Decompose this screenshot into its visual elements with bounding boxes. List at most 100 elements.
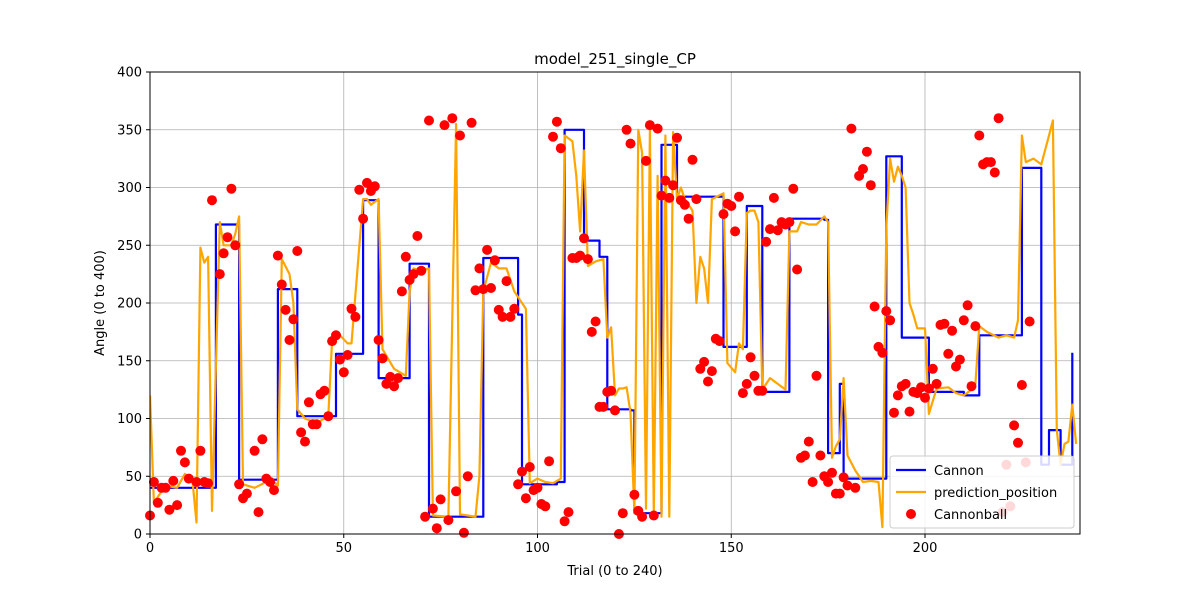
scatter-point-cannonball	[606, 385, 617, 396]
scatter-point-cannonball	[300, 436, 310, 447]
scatter-point-cannonball	[772, 225, 783, 236]
scatter-point-cannonball	[699, 356, 710, 367]
scatter-point-cannonball	[1009, 420, 1020, 431]
scatter-point-cannonball	[598, 401, 609, 412]
scatter-point-cannonball	[377, 353, 388, 364]
scatter-point-cannonball	[900, 378, 911, 389]
scatter-point-cannonball	[706, 366, 717, 377]
scatter-point-cannonball	[958, 315, 969, 326]
x-tick-label: 100	[525, 541, 550, 556]
scatter-point-cannonball	[927, 363, 938, 374]
scatter-point-cannonball	[555, 143, 566, 154]
scatter-point-cannonball	[276, 279, 287, 290]
y-tick-label: 100	[117, 412, 142, 427]
scatter-point-cannonball	[478, 284, 489, 295]
y-tick-label: 150	[117, 354, 142, 369]
scatter-point-cannonball	[877, 347, 888, 358]
scatter-point-cannonball	[482, 244, 493, 255]
scatter-point-cannonball	[288, 314, 299, 325]
scatter-point-cannonball	[923, 383, 934, 394]
scatter-point-cannonball	[241, 488, 252, 499]
scatter-point-cannonball	[354, 184, 365, 195]
scatter-point-cannonball	[292, 246, 303, 256]
scatter-point-cannonball	[920, 392, 930, 403]
scatter-point-cannonball	[207, 195, 217, 206]
scatter-point-cannonball	[501, 276, 512, 287]
scatter-point-cannonball	[644, 120, 655, 131]
ticks: 0 50 100 150 200 0 50 100 150 200 250 300 350 400	[117, 66, 937, 557]
scatter-point-cannonball	[691, 194, 702, 205]
scatter-point-cannonball	[439, 120, 450, 131]
scatter-point-cannonball	[858, 164, 868, 174]
y-tick-label: 400	[117, 66, 142, 81]
scatter-point-cannonball	[579, 233, 589, 244]
y-tick-label: 0	[134, 528, 142, 543]
scatter-point-cannonball	[524, 462, 535, 472]
scatter-point-cannonball	[346, 303, 357, 314]
legend-label-cannon: Cannon	[934, 464, 984, 479]
y-tick-label: 250	[117, 239, 142, 254]
x-axis-label: Trial (0 to 240)	[566, 564, 662, 579]
scatter-point-cannonball	[757, 385, 768, 396]
scatter-point-cannonball	[1013, 437, 1023, 448]
scatter-point-cannonball	[160, 482, 171, 493]
scatter-point-cannonball	[505, 311, 516, 322]
scatter-point-cannonball	[389, 381, 400, 392]
scatter-point-cannonball	[943, 348, 954, 359]
scatter-point-cannonball	[362, 177, 372, 188]
scatter-point-cannonball	[540, 501, 551, 512]
scatter-point-cannonball	[214, 269, 225, 280]
scatter-point-cannonball	[470, 285, 481, 296]
scatter-point-cannonball	[768, 192, 779, 203]
scatter-point-cannonball	[869, 301, 880, 312]
scatter-point-cannonball	[195, 445, 206, 456]
scatter-point-cannonball	[838, 472, 849, 483]
scatter-point-cannonball	[734, 191, 744, 202]
x-tick-label: 50	[335, 541, 352, 556]
scatter-point-cannonball	[408, 269, 419, 280]
scatter-point-cannonball	[427, 503, 438, 514]
y-tick-label: 300	[117, 181, 142, 196]
scatter-point-cannonball	[373, 335, 384, 345]
scatter-point-cannonball	[474, 263, 485, 274]
scatter-point-cannonball	[168, 475, 179, 486]
scatter-point-cannonball	[668, 180, 679, 191]
legend-label-cannonball: Cannonball	[934, 508, 1007, 523]
scatter-point-cannonball	[811, 370, 822, 381]
scatter-point-cannonball	[513, 479, 524, 490]
scatter-point-cannonball	[443, 515, 454, 526]
scatter-point-cannonball	[823, 477, 834, 487]
scatter-point-cannonball	[563, 507, 574, 518]
scatter-point-cannonball	[230, 240, 241, 251]
scatter-point-cannonball	[803, 436, 814, 447]
scatter-point-cannonball	[497, 311, 508, 322]
scatter-point-cannonball	[303, 397, 314, 408]
scatter-point-cannonball	[741, 378, 752, 389]
scatter-point-cannonball	[218, 248, 229, 259]
scatter-point-cannonball	[249, 445, 260, 456]
scatter-point-cannonball	[451, 486, 462, 497]
scatter-point-cannonball	[334, 354, 345, 365]
scatter-point-cannonball	[575, 250, 586, 261]
scatter-point-cannonball	[985, 157, 996, 168]
scatter-point-cannonball	[590, 316, 601, 327]
scatter-point-cannonball	[652, 123, 663, 134]
scatter-point-cannonball	[396, 286, 407, 297]
scatter-point-cannonball	[792, 264, 803, 275]
scatter-point-cannonball	[1024, 316, 1035, 327]
x-tick-label: 150	[719, 541, 744, 556]
scatter-point-cannonball	[966, 381, 977, 392]
scatter-point-cannonball	[265, 477, 276, 487]
scatter-point-cannonball	[989, 167, 1000, 178]
scatter-point-cannonball	[412, 231, 423, 241]
legend-box	[889, 455, 1075, 529]
scatter-point-cannonball	[183, 473, 194, 484]
scatter-point-cannonball	[234, 479, 245, 490]
scatter-point-cannonball	[761, 236, 772, 247]
scatter-point-cannonball	[939, 318, 950, 329]
scatter-point-cannonball	[637, 511, 648, 522]
scatter-point-cannonball	[342, 350, 353, 360]
scatter-point-cannonball	[257, 434, 268, 445]
scatter-point-cannonball	[617, 508, 628, 519]
